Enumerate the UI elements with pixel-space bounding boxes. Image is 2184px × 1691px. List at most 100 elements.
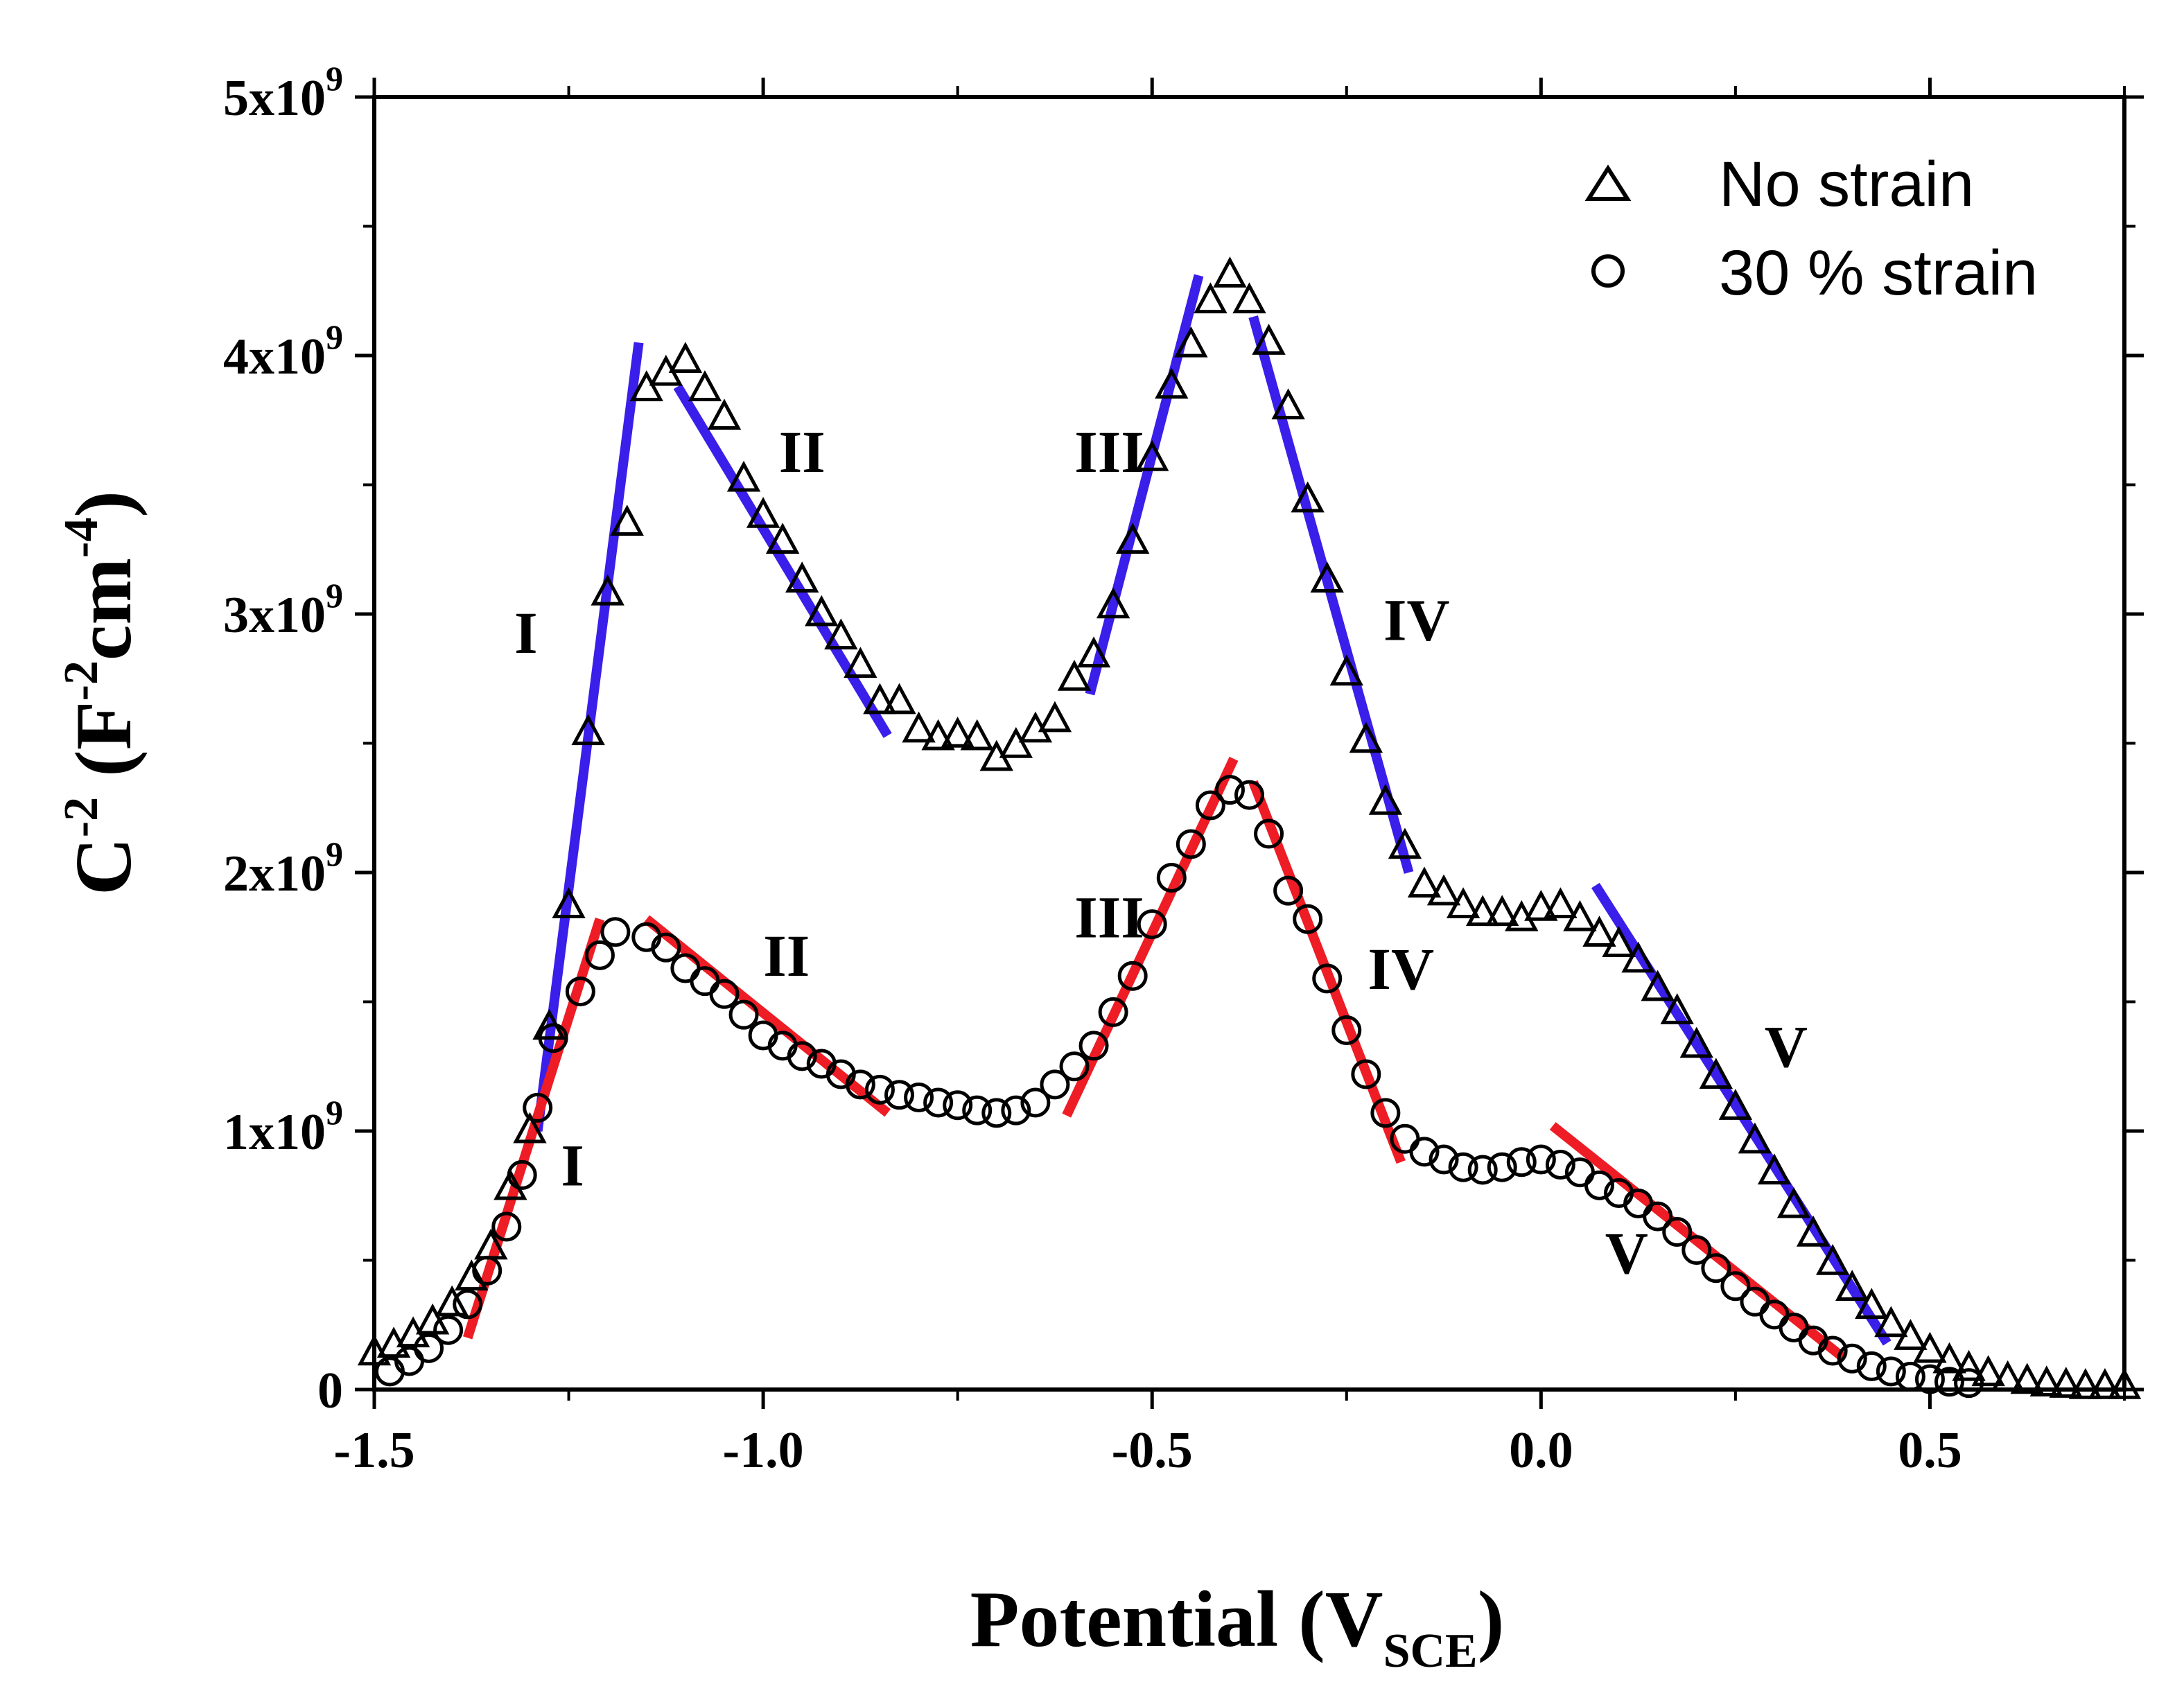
circle-marker bbox=[709, 979, 740, 1009]
triangle-marker bbox=[1446, 887, 1480, 918]
circle-marker bbox=[538, 1023, 568, 1053]
triangle-marker bbox=[629, 370, 663, 401]
circle-marker bbox=[1545, 1149, 1575, 1180]
triangle-marker bbox=[1310, 561, 1344, 593]
triangle-marker bbox=[1641, 970, 1675, 1001]
circle-marker bbox=[1059, 1051, 1090, 1082]
region-label: I bbox=[514, 599, 537, 666]
circle-marker bbox=[943, 1090, 973, 1121]
triangle-marker bbox=[863, 683, 897, 715]
triangle-marker bbox=[1563, 900, 1597, 931]
region-label: I bbox=[561, 1132, 584, 1198]
legend-label-30-strain: 30 % strain bbox=[1719, 238, 2038, 308]
circle-marker bbox=[523, 1092, 553, 1123]
triangle-marker bbox=[726, 460, 761, 492]
circle-marker bbox=[1837, 1343, 1867, 1374]
circle-marker bbox=[565, 976, 595, 1007]
circle-marker bbox=[1078, 1031, 1109, 1061]
triangle-marker bbox=[1252, 324, 1286, 355]
circle-marker bbox=[1176, 829, 1206, 859]
circle-marker bbox=[1526, 1144, 1556, 1175]
triangle-marker bbox=[1349, 721, 1383, 753]
circle-marker bbox=[1331, 1015, 1362, 1046]
triangle-marker bbox=[435, 1285, 469, 1317]
triangle-marker bbox=[1815, 1243, 1850, 1275]
y-tick-label: 3x109 bbox=[223, 576, 343, 644]
triangle-marker bbox=[1679, 1026, 1713, 1058]
triangle-marker bbox=[1699, 1058, 1733, 1089]
triangle-marker bbox=[921, 719, 955, 751]
legend-label-no-strain: No strain bbox=[1719, 149, 1974, 220]
circle-marker bbox=[1020, 1087, 1051, 1118]
triangle-marker bbox=[1038, 701, 1072, 733]
circle-marker bbox=[1856, 1351, 1887, 1381]
circle-marker bbox=[1370, 1098, 1401, 1128]
region-label: IV bbox=[1368, 936, 1435, 1002]
triangle-marker bbox=[1115, 523, 1150, 554]
circle-marker bbox=[1234, 780, 1264, 810]
region-label: III bbox=[1074, 884, 1144, 950]
circle-marker bbox=[1040, 1069, 1070, 1100]
circle-marker bbox=[845, 1069, 875, 1100]
triangle-marker bbox=[1738, 1122, 1772, 1154]
triangle-marker bbox=[1426, 874, 1461, 906]
triangle-marker bbox=[571, 714, 605, 746]
circle-marker bbox=[1467, 1155, 1498, 1185]
circle-marker bbox=[453, 1289, 483, 1320]
circle-marker bbox=[433, 1315, 464, 1345]
circle-marker bbox=[1312, 963, 1343, 994]
triangle-marker bbox=[1096, 587, 1130, 619]
circle-marker bbox=[1293, 904, 1323, 934]
data-markers bbox=[357, 256, 2142, 1399]
triangle-marker bbox=[1407, 866, 1442, 898]
triangle-marker bbox=[1135, 439, 1169, 471]
circle-marker bbox=[1643, 1201, 1673, 1232]
axis-ticks bbox=[355, 78, 2144, 1409]
circle-marker bbox=[1876, 1356, 1906, 1387]
x-tick-label: -0.5 bbox=[1112, 1422, 1193, 1479]
triangle-marker bbox=[960, 719, 994, 751]
triangle-marker bbox=[902, 711, 936, 743]
fit-line bbox=[532, 342, 644, 1132]
triangle-marker bbox=[552, 887, 586, 918]
circle-marker bbox=[1351, 1059, 1381, 1089]
legend-triangle-marker bbox=[1584, 164, 1632, 201]
region-label: III bbox=[1074, 419, 1144, 485]
triangle-marker bbox=[610, 505, 644, 536]
circle-marker bbox=[1487, 1152, 1517, 1182]
circle-marker bbox=[1506, 1147, 1537, 1177]
region-label: II bbox=[779, 419, 825, 485]
triangle-marker bbox=[1194, 282, 1228, 314]
y-tick-labels: 0 1x109 2x109 3x109 4x109 5x109 bbox=[223, 59, 343, 1419]
x-tick-label: -1.5 bbox=[333, 1422, 414, 1479]
x-tick-labels: -1.5 -1.0 -0.5 0.0 0.5 bbox=[333, 1422, 1962, 1479]
circle-marker bbox=[491, 1211, 522, 1242]
triangle-marker bbox=[1894, 1319, 1928, 1350]
triangle-marker bbox=[1913, 1331, 1947, 1363]
circle-marker bbox=[962, 1095, 993, 1125]
y-tick-label: 1x109 bbox=[223, 1093, 343, 1161]
triangle-marker bbox=[1329, 654, 1363, 686]
triangle-marker bbox=[1524, 889, 1558, 921]
fit-line bbox=[462, 918, 605, 1340]
triangle-marker bbox=[1835, 1270, 1869, 1302]
y-tick-label: 0 bbox=[317, 1363, 343, 1419]
triangle-marker bbox=[765, 523, 800, 554]
triangle-marker bbox=[1368, 784, 1403, 815]
circle-marker bbox=[981, 1098, 1012, 1128]
region-label: V bbox=[1765, 1013, 1808, 1080]
triangle-marker bbox=[1932, 1342, 1966, 1374]
triangle-marker bbox=[1155, 367, 1189, 399]
circle-marker bbox=[728, 999, 759, 1030]
triangle-marker bbox=[941, 717, 975, 748]
region-label: IV bbox=[1383, 586, 1450, 653]
triangle-marker bbox=[844, 647, 877, 678]
triangle-marker bbox=[707, 398, 742, 430]
circle-marker bbox=[1934, 1367, 1964, 1397]
triangle-marker bbox=[1544, 887, 1578, 918]
circle-marker bbox=[1214, 775, 1245, 805]
triangle-marker bbox=[1174, 326, 1208, 358]
y-tick-label: 5x109 bbox=[223, 59, 343, 127]
